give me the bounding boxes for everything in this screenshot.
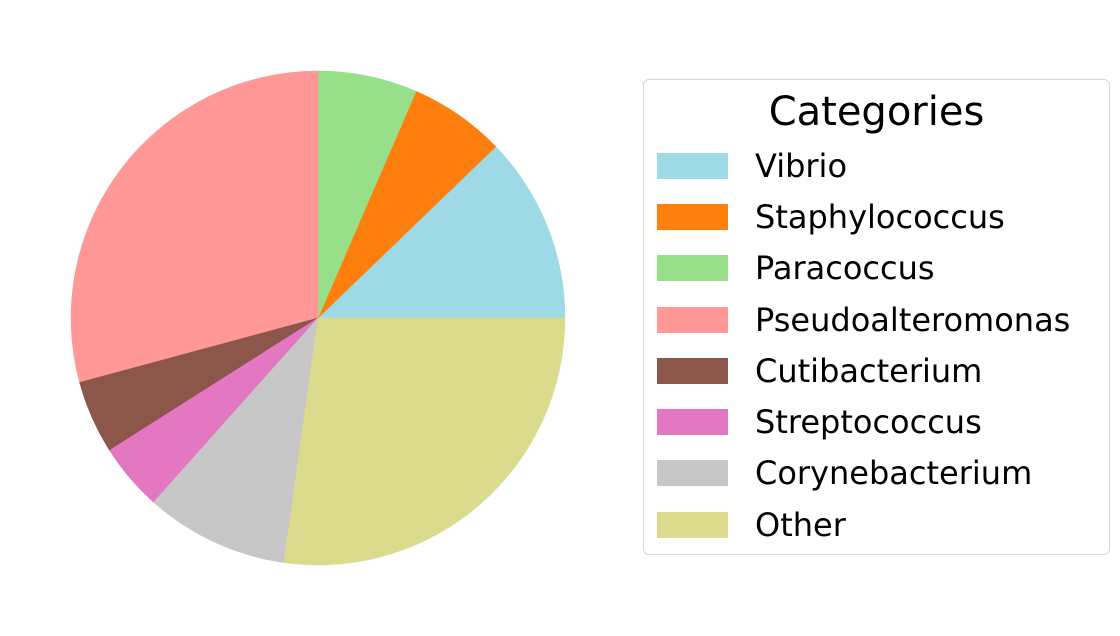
legend-label-cutibacterium: Cutibacterium	[755, 351, 983, 390]
legend: Categories Vibrio Staphylococcus Paracoc…	[643, 79, 1110, 555]
pie-slice-corynebacterium	[153, 317, 319, 563]
legend-label-vibrio: Vibrio	[755, 146, 848, 185]
legend-item-staphylococcus: Staphylococcus	[657, 191, 1070, 242]
legend-item-pseudoalteromonas: Pseudoalteromonas	[657, 294, 1070, 345]
legend-item-streptococcus: Streptococcus	[657, 396, 1070, 447]
legend-swatch-pseudoalteromonas	[657, 306, 728, 333]
legend-item-other: Other	[657, 499, 1070, 550]
legend-swatch-staphylococcus	[657, 203, 728, 230]
legend-swatch-paracoccus	[657, 255, 728, 282]
legend-swatch-other	[657, 511, 728, 538]
legend-title: Categories	[768, 89, 985, 135]
legend-swatch-cutibacterium	[657, 357, 728, 384]
legend-item-cutibacterium: Cutibacterium	[657, 345, 1070, 396]
pie-slice-pseudoalteromonas	[70, 70, 319, 383]
pie-slice-vibrio	[317, 146, 566, 319]
legend-item-vibrio: Vibrio	[657, 140, 1070, 191]
pie-plot-area	[70, 70, 566, 566]
legend-label-pseudoalteromonas: Pseudoalteromonas	[755, 300, 1071, 339]
legend-label-staphylococcus: Staphylococcus	[755, 197, 1005, 236]
legend-label-paracoccus: Paracoccus	[755, 249, 935, 288]
legend-item-paracoccus: Paracoccus	[657, 243, 1070, 294]
legend-label-other: Other	[755, 505, 846, 544]
legend-item-corynebacterium: Corynebacterium	[657, 448, 1070, 499]
pie-slice-other	[283, 317, 566, 566]
legend-label-corynebacterium: Corynebacterium	[755, 454, 1033, 493]
legend-swatch-corynebacterium	[657, 460, 728, 487]
legend-swatch-vibrio	[657, 152, 728, 179]
legend-label-streptococcus: Streptococcus	[755, 403, 982, 442]
legend-swatch-streptococcus	[657, 409, 728, 436]
legend-list: Vibrio Staphylococcus Paracoccus Pseudoa…	[657, 140, 1070, 550]
